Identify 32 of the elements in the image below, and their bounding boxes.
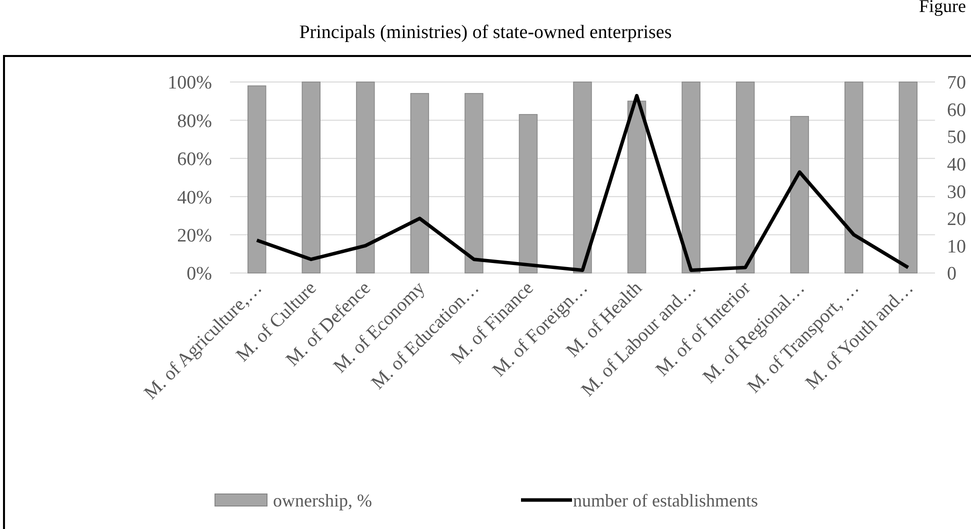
bar	[302, 82, 320, 274]
bar	[464, 93, 484, 274]
legend-label: number of establishments	[573, 490, 758, 510]
bar	[844, 82, 864, 274]
bar	[410, 93, 430, 274]
bar	[898, 82, 918, 274]
y-tick-label: 60%	[177, 149, 212, 170]
y-tick-label: 0%	[186, 264, 212, 285]
y2-tick-label: 60	[947, 100, 966, 121]
chart-title: Principals (ministries) of state-owned enterprises	[299, 22, 672, 43]
bar	[627, 100, 646, 274]
y2-tick-label: 30	[947, 182, 966, 203]
bar	[573, 82, 592, 274]
y2-tick-label: 40	[947, 154, 966, 176]
y-tick-label: 80%	[177, 110, 212, 132]
y2-tick-label: 0	[947, 264, 956, 285]
bar	[790, 116, 809, 274]
bar	[518, 114, 538, 274]
bar	[356, 82, 375, 274]
y2-tick-label: 10	[947, 236, 966, 258]
y2-tick-label: 20	[947, 209, 966, 230]
text: Figure	[919, 0, 966, 16]
y-tick-label: 100%	[168, 72, 212, 94]
y2-tick-label: 50	[947, 127, 966, 148]
bar	[682, 82, 700, 274]
y-tick-label: 40%	[177, 187, 212, 208]
bar	[248, 85, 266, 274]
line-series	[255, 94, 910, 272]
y-tick-label: 20%	[177, 225, 212, 246]
y2-tick-label: 70	[947, 72, 966, 94]
bar	[736, 82, 755, 274]
legend-label: ownership, %	[273, 490, 372, 510]
